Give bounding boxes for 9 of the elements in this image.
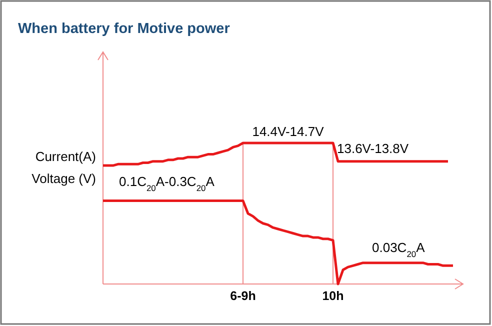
annotation: 0.03C$_{20}$A [372,240,426,259]
text: 14.4V-14.7V [252,124,324,139]
x-tick-label: 6-9h [230,289,256,303]
chart-title: When battery for Motive power [18,21,230,37]
text: Current(A) [35,149,96,164]
annotation: 0.1C$_{20}$A-0.3C$_{20}$A [119,174,215,193]
x-tick-label: 10h [322,289,344,303]
text: Voltage (V) [32,171,96,186]
annotation: 13.6V-13.8V [337,141,409,156]
